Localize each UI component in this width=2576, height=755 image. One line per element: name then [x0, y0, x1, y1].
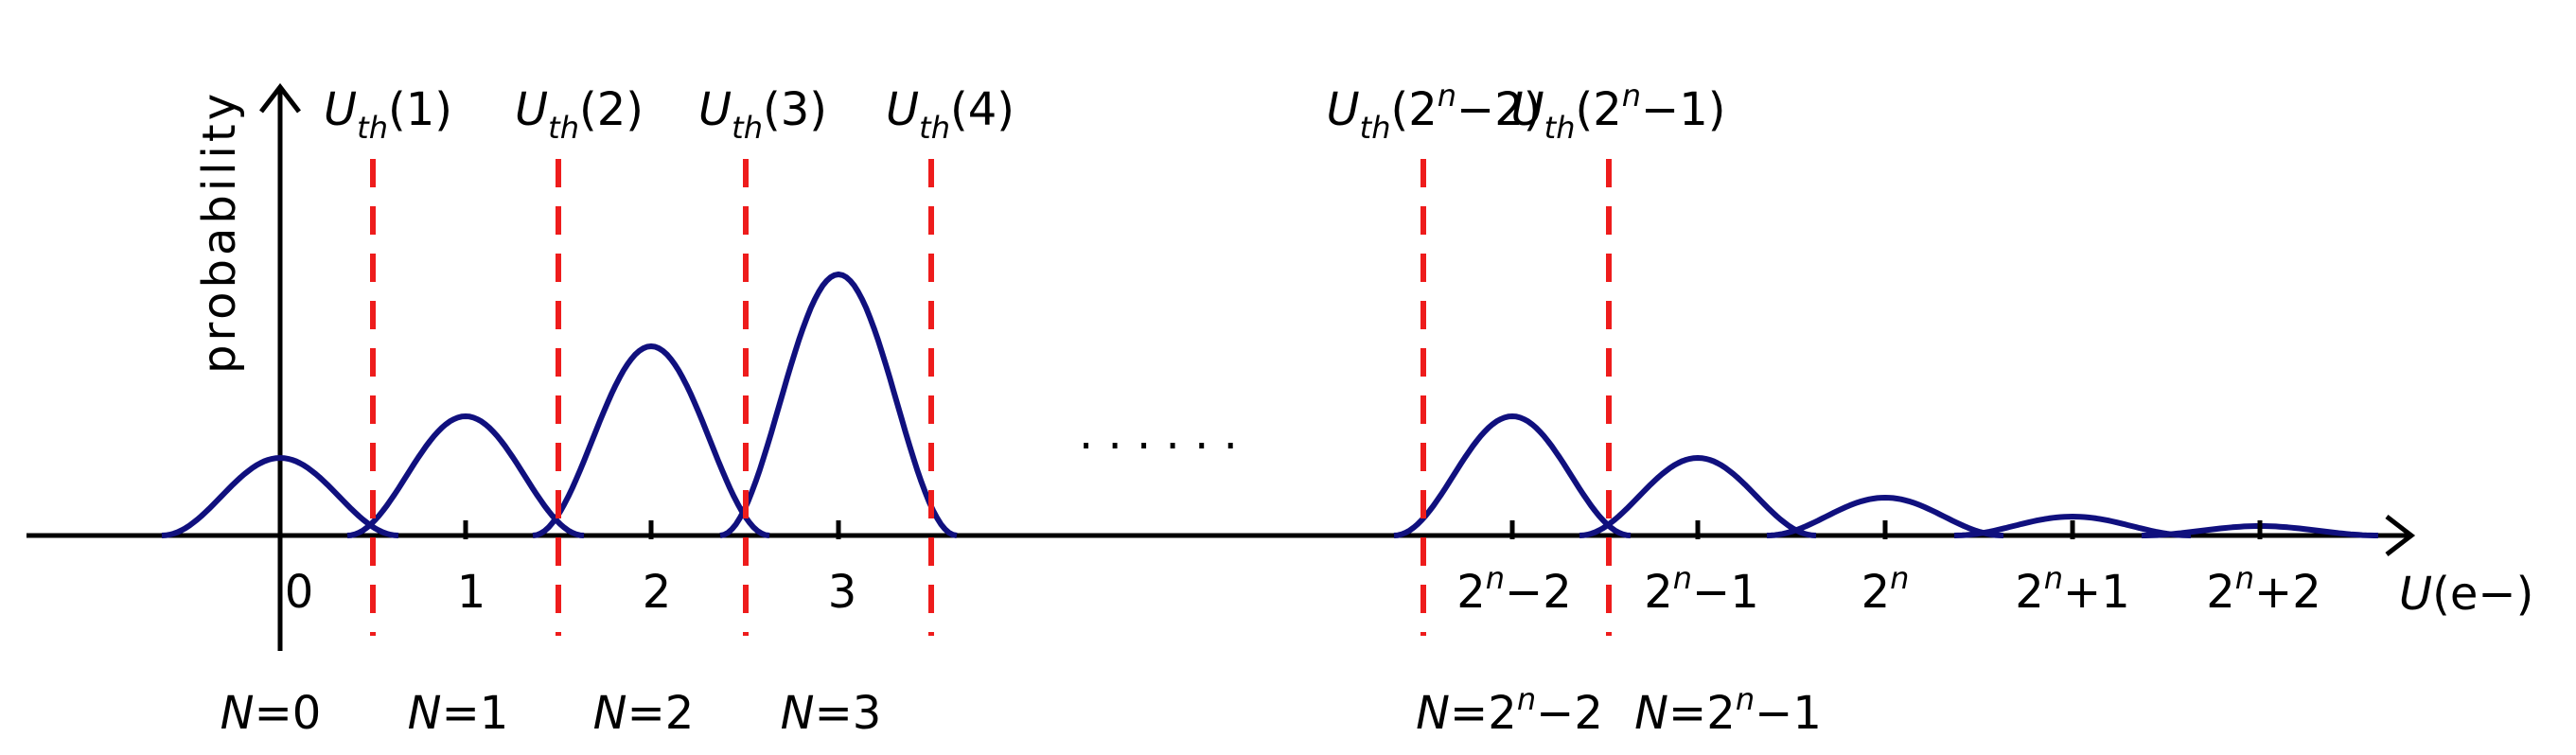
x-axis-arrowhead	[2385, 515, 2416, 556]
y-axis-arrowhead	[259, 82, 301, 114]
tick-label-4: 2n−2	[1456, 560, 1572, 619]
x-axis-variable: U	[2399, 568, 2432, 621]
peak-curve-2	[532, 343, 770, 538]
state-label-1: N=1	[408, 687, 509, 740]
state-label-4: N=2n−2	[1416, 681, 1603, 740]
tick-label-5: 2n−1	[1644, 560, 1759, 619]
threshold-label-3: Uth(3)	[698, 83, 827, 146]
peak-curve-6	[1766, 495, 2004, 538]
tick-label-0: 0	[285, 566, 314, 619]
peak-curve-5	[1579, 455, 1817, 538]
x-axis-unit: (e−)	[2432, 568, 2533, 621]
y-axis-label: probability	[193, 90, 246, 374]
tick-label-3: 3	[828, 566, 857, 619]
peak-curve-7	[1953, 514, 2192, 538]
threshold-label-6: Uth(2n−1)	[1511, 78, 1726, 146]
tick-labels: 0 1 2 3 2n−2 2n−1 2n 2n+1 2n+2	[285, 560, 2321, 619]
ellipsis-dots: · · · · · ·	[1079, 420, 1238, 473]
peak-curve-0	[161, 455, 399, 538]
x-axis-label: U(e−)	[2399, 568, 2533, 621]
tick-label-8: 2n+2	[2206, 560, 2321, 619]
tick-label-7: 2n+1	[2015, 560, 2130, 619]
threshold-labels: Uth(1) Uth(2) Uth(3) Uth(4) Uth(2n−2)Uth(2n−…	[324, 78, 1725, 146]
tick-label-6: 2n	[1861, 560, 1910, 619]
peak-curve-4	[1393, 413, 1632, 538]
state-label-5: N=2n−1	[1634, 681, 1822, 740]
state-label-2: N=2	[593, 687, 695, 740]
tick-label-2: 2	[643, 566, 672, 619]
state-label-3: N=3	[781, 687, 882, 740]
peak-curves	[161, 272, 2378, 538]
peak-curve-1	[346, 413, 585, 538]
tick-marks	[463, 520, 2263, 539]
state-labels: N=0 N=1 N=2 N=3 N=2n−2 N=2n−1	[221, 681, 1822, 740]
threshold-label-2: Uth(2)	[515, 83, 644, 146]
threshold-label-1: Uth(1)	[324, 83, 452, 146]
threshold-lines	[370, 159, 1612, 636]
state-label-0: N=0	[221, 687, 322, 740]
threshold-label-4: Uth(4)	[886, 83, 1015, 146]
threshold-label-5: Uth(2n−2)	[1327, 78, 1542, 146]
tick-label-1: 1	[457, 566, 486, 619]
peak-curve-3	[719, 272, 958, 538]
